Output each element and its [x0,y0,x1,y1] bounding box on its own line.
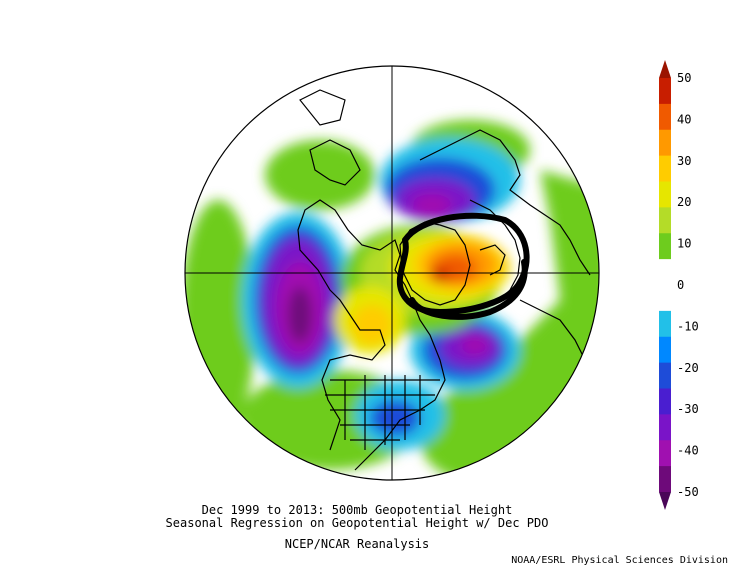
colorbar-label: 50 [677,71,691,85]
title-line-2: Seasonal Regression on Geopotential Heig… [165,516,549,530]
colorbar-swatch [659,388,671,415]
colorbar-label: 0 [677,278,684,292]
colorbar-swatch [659,310,671,338]
colorbar-label: 20 [677,195,691,209]
colorbar-swatch [659,207,671,234]
colorbar-swatch [659,78,671,105]
title-line-3: NCEP/NCAR Reanalysis [284,537,430,551]
annotation-loop [396,212,530,320]
credit-label: NOAA/ESRL Physical Sciences Division [511,555,728,566]
colorbar-swatch [659,336,671,364]
colorbar-swatch [659,233,671,260]
colorbar-swatch [659,155,671,182]
colorbar-swatch [659,103,671,131]
colorbar-swatch [659,259,671,286]
colorbar-swatch [659,466,671,493]
colorbar-label: -30 [677,402,699,416]
colorbar-label: 40 [677,112,691,126]
colorbar-label: -40 [677,444,699,458]
colorbar-swatch [659,129,671,157]
colorbar-swatch [659,362,671,389]
colorbar-label: 10 [677,237,691,251]
colorbar-top-arrow [659,60,671,78]
title-line-1: Dec 1999 to 2013: 500mb Geopotential Hei… [201,503,513,517]
colorbar-label: -10 [677,319,699,333]
colorbar: 50 40 30 20 10 0 -10 -20 -30 -40 -50 [659,60,699,510]
colorbar-swatch [659,181,671,208]
map-disc [185,66,599,480]
colorbar-label: -50 [677,485,699,499]
colorbar-swatch [659,440,671,467]
colorbar-label: 30 [677,154,691,168]
colorbar-label: -20 [677,361,699,375]
colorbar-bottom-arrow [659,492,671,510]
colorbar-swatch [659,285,671,312]
colorbar-swatch [659,414,671,441]
